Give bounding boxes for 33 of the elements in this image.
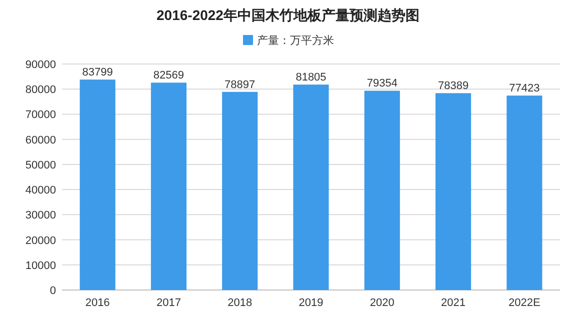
y-tick-label: 10000 xyxy=(25,260,56,272)
bar xyxy=(293,84,329,290)
y-tick-label: 0 xyxy=(50,285,56,297)
data-label: 81805 xyxy=(296,72,326,84)
bar xyxy=(364,90,400,290)
bar xyxy=(80,80,116,290)
data-label: 78897 xyxy=(224,78,256,91)
x-tick-label: 2021 xyxy=(441,297,466,309)
data-label: 83799 xyxy=(82,66,113,79)
y-tick-label: 70000 xyxy=(25,109,56,122)
y-tick-label: 20000 xyxy=(25,234,56,247)
data-label: 79354 xyxy=(366,78,398,90)
y-tick-label: 90000 xyxy=(25,59,56,71)
y-tick-label: 80000 xyxy=(25,84,56,96)
bar xyxy=(222,92,258,290)
data-label: 82569 xyxy=(153,70,184,82)
y-tick-label: 50000 xyxy=(25,159,56,172)
data-label: 78389 xyxy=(438,80,469,92)
y-tick-label: 30000 xyxy=(25,210,56,222)
x-tick-label: 2016 xyxy=(85,297,110,309)
x-tick-label: 2017 xyxy=(156,297,181,309)
y-tick-label: 40000 xyxy=(25,184,56,197)
chart-title: 2016-2022年中国木竹地板产量预测趋势图 xyxy=(156,7,420,23)
x-tick-label: 2020 xyxy=(370,297,394,309)
legend-label: 产量：万平方米 xyxy=(257,34,334,47)
x-tick-label: 2022E xyxy=(508,297,540,309)
data-label: 77423 xyxy=(509,82,540,95)
y-tick-label: 60000 xyxy=(25,134,56,146)
bar xyxy=(150,82,186,290)
bar xyxy=(436,93,472,290)
x-tick-label: 2018 xyxy=(228,297,252,309)
x-tick-label: 2019 xyxy=(298,297,324,309)
bar xyxy=(506,96,542,290)
